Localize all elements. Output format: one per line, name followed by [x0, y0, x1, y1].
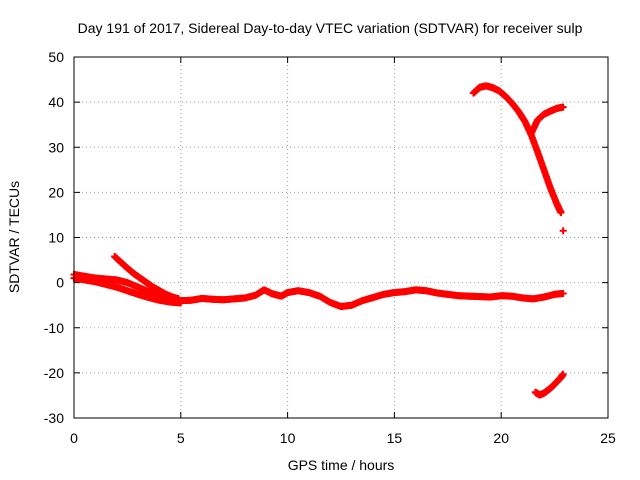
data-point [177, 299, 185, 307]
y-tick-label: 30 [48, 139, 64, 155]
data-point [175, 295, 183, 303]
series-isolated-point [559, 227, 567, 235]
y-tick-label: 50 [48, 49, 64, 65]
x-tick-label: 20 [493, 430, 509, 446]
plot-frame [73, 56, 609, 419]
chart-title: Day 191 of 2017, Sidereal Day-to-day VTE… [78, 20, 583, 36]
y-tick-label: 40 [48, 94, 64, 110]
data-point [559, 227, 567, 235]
series-early-decay [111, 252, 183, 303]
y-tick-label: -10 [44, 320, 64, 336]
x-tick-label: 0 [70, 430, 78, 446]
data-point [559, 370, 567, 378]
series-band-main [70, 271, 567, 311]
y-tick-label: -30 [44, 410, 64, 426]
data-point [557, 209, 565, 217]
x-tick-label: 15 [387, 430, 403, 446]
x-tick-label: 10 [280, 430, 296, 446]
y-tick-label: 10 [48, 230, 64, 246]
data-point [559, 103, 567, 111]
grid [74, 57, 608, 418]
y-tick-label: 20 [48, 184, 64, 200]
y-axis-label: SDTVAR / TECUs [6, 181, 22, 293]
y-tick-label: 0 [56, 275, 64, 291]
series-band-lower-early [70, 274, 185, 307]
data-point [559, 289, 567, 297]
axis-ticks: 0 5 10 15 20 25 -30 -20 -10 0 10 20 30 40 50 [44, 49, 616, 446]
x-tick-label: 25 [600, 430, 616, 446]
y-tick-label: -20 [44, 365, 64, 381]
x-axis-label: GPS time / hours [288, 457, 395, 473]
series-late-arc-branch [527, 103, 567, 138]
x-tick-label: 5 [177, 430, 185, 446]
data-points [70, 82, 567, 399]
series-late-arc-low [531, 370, 567, 399]
